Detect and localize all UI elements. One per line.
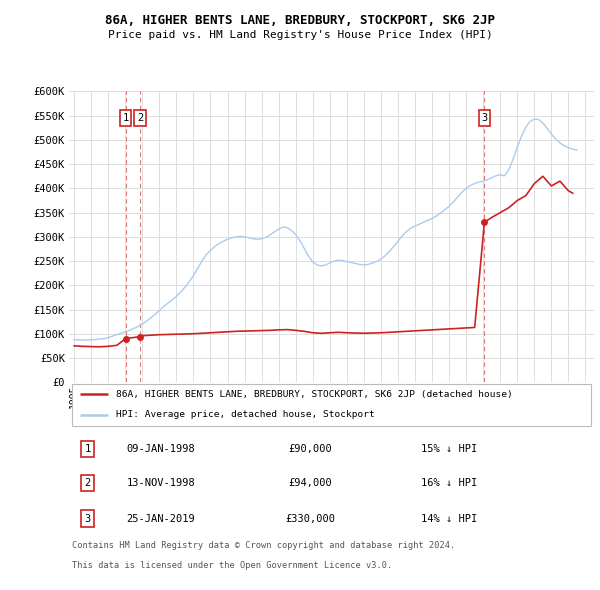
Text: 09-JAN-1998: 09-JAN-1998 <box>127 444 195 454</box>
Text: 2: 2 <box>84 478 91 488</box>
Text: £90,000: £90,000 <box>289 444 332 454</box>
Text: 2: 2 <box>137 113 143 123</box>
FancyBboxPatch shape <box>71 384 592 425</box>
Text: 3: 3 <box>481 113 488 123</box>
Text: 86A, HIGHER BENTS LANE, BREDBURY, STOCKPORT, SK6 2JP (detached house): 86A, HIGHER BENTS LANE, BREDBURY, STOCKP… <box>116 390 513 399</box>
Text: 16% ↓ HPI: 16% ↓ HPI <box>421 478 477 488</box>
Text: 14% ↓ HPI: 14% ↓ HPI <box>421 514 477 523</box>
Text: 1: 1 <box>122 113 129 123</box>
Text: 13-NOV-1998: 13-NOV-1998 <box>127 478 195 488</box>
Text: 3: 3 <box>84 514 91 523</box>
Text: Price paid vs. HM Land Registry's House Price Index (HPI): Price paid vs. HM Land Registry's House … <box>107 31 493 40</box>
Text: £330,000: £330,000 <box>286 514 335 523</box>
Text: 86A, HIGHER BENTS LANE, BREDBURY, STOCKPORT, SK6 2JP: 86A, HIGHER BENTS LANE, BREDBURY, STOCKP… <box>105 14 495 27</box>
Text: 15% ↓ HPI: 15% ↓ HPI <box>421 444 477 454</box>
Text: £94,000: £94,000 <box>289 478 332 488</box>
Text: 25-JAN-2019: 25-JAN-2019 <box>127 514 195 523</box>
Text: Contains HM Land Registry data © Crown copyright and database right 2024.: Contains HM Land Registry data © Crown c… <box>71 541 455 550</box>
Text: 1: 1 <box>84 444 91 454</box>
Text: This data is licensed under the Open Government Licence v3.0.: This data is licensed under the Open Gov… <box>71 561 392 570</box>
Text: HPI: Average price, detached house, Stockport: HPI: Average price, detached house, Stoc… <box>116 411 375 419</box>
